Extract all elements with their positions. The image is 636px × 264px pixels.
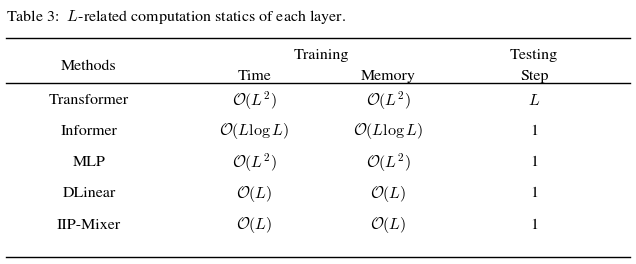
Text: DLinear: DLinear [62,187,116,200]
Text: Methods: Methods [61,59,117,73]
Text: 1: 1 [530,218,538,232]
Text: Step: Step [520,70,548,83]
Text: Table 3:  $\mathit{L}$-related computation statics of each layer.: Table 3: $\mathit{L}$-related computatio… [6,8,347,26]
Text: $\mathcal{O}(L)$: $\mathcal{O}(L)$ [236,215,273,235]
Text: $L$: $L$ [528,93,541,108]
Text: $\mathcal{O}(L)$: $\mathcal{O}(L)$ [370,215,406,235]
Text: $\mathcal{O}(L^2)$: $\mathcal{O}(L^2)$ [232,152,277,174]
Text: MLP: MLP [73,156,106,169]
Text: 1: 1 [530,125,538,138]
Text: $\mathcal{O}(L^2)$: $\mathcal{O}(L^2)$ [366,152,410,174]
Text: $\mathcal{O}(L^2)$: $\mathcal{O}(L^2)$ [366,89,410,111]
Text: Memory: Memory [361,70,415,83]
Text: $\mathcal{O}(L)$: $\mathcal{O}(L)$ [236,184,273,204]
Text: $\mathcal{O}(L \log L)$: $\mathcal{O}(L \log L)$ [219,121,289,142]
Text: 1: 1 [530,156,538,169]
Text: Informer: Informer [60,125,118,138]
Text: Testing: Testing [510,49,558,62]
Text: Training: Training [293,49,349,62]
Text: 1: 1 [530,187,538,200]
Text: Time: Time [237,70,272,83]
Text: $\mathcal{O}(L \log L)$: $\mathcal{O}(L \log L)$ [353,121,423,142]
Text: Transformer: Transformer [49,94,129,107]
Text: IIP-Mixer: IIP-Mixer [57,218,121,232]
Text: $\mathcal{O}(L)$: $\mathcal{O}(L)$ [370,184,406,204]
Text: $\mathcal{O}(L^2)$: $\mathcal{O}(L^2)$ [232,89,277,111]
